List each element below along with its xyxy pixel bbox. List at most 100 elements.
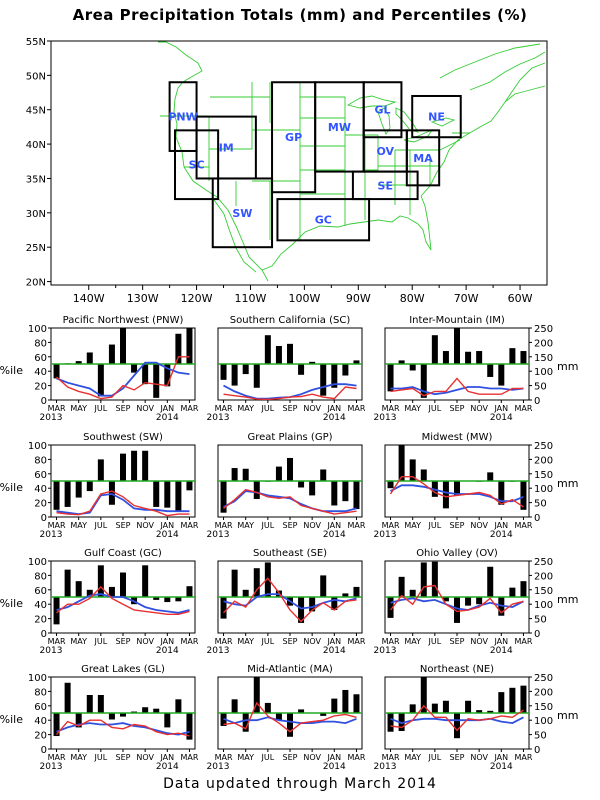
lon-tick-label: 110W [235,292,267,305]
pct-tick-label: 40 [34,716,47,727]
region-label-sw: SW [232,207,252,220]
region-panels: Pacific Northwest (PNW) MAR MAY JUL SEP NOV JA… [0,315,578,772]
normal-mm-line [223,490,357,513]
mm-tick-label: 200 [534,338,553,349]
month-tick-label: JUL [261,404,275,413]
percentile-bar [53,713,60,737]
month-tick-label: MAR [180,753,198,762]
year-mid-label: 2014 [490,762,513,772]
month-tick-label: MAY [70,637,87,646]
year-mid-label: 2014 [156,646,179,656]
month-tick-label: MAY [70,753,87,762]
lat-tick-label: 35N [26,174,46,185]
month-tick-label: JUL [261,753,275,762]
percentile-bar [442,351,449,364]
region-box-gc [276,198,371,242]
percentile-bar [309,481,316,496]
month-tick-label: NOV [470,404,488,413]
percentile-bar [342,593,349,597]
month-tick-label: JAN [159,637,174,646]
month-tick-label: JUL [428,753,442,762]
year-start-label: 2013 [207,646,230,656]
region-box-gl [362,81,403,139]
percentile-bar [186,586,193,597]
month-tick-label: SEP [116,637,131,646]
mm-tick-label: 100 [534,600,553,611]
percentile-bar [498,364,505,386]
percentile-bar [309,361,316,364]
pct-tick-label: 100 [28,441,47,452]
percentile-bar [465,597,472,606]
mm-axis-label: mm [557,593,578,606]
panel-title: Southern California (SC) [230,315,351,326]
lon-tick-label: 90W [346,292,371,305]
percentile-bar [175,699,182,713]
month-tick-label: MAY [237,753,254,762]
map-axis-ticks: 140W 130W 120W 110W 100W 90W 80W 70W 60W 55N 50N 45… [26,37,533,305]
total-mm-line [390,704,524,732]
month-tick-label: NOV [470,637,488,646]
percentile-bar [353,586,360,597]
month-tick-label: SEP [116,521,131,530]
panel-pacific-northwest-pnw: Pacific Northwest (PNW) MAR MAY JUL SEP NOV JA… [0,315,199,423]
pct-tick-label: 80 [34,571,47,582]
year-start-label: 2013 [207,762,230,772]
year-start-label: 2013 [374,530,397,540]
lon-tick-label: 120W [181,292,213,305]
percentile-bar [331,481,338,506]
percentile-bar [287,343,293,364]
region-label-mw: MW [328,121,351,134]
percentile-bar [409,704,416,713]
panel-title: Mid-Atlantic (MA) [247,664,333,675]
mm-axis-label: mm [557,360,578,373]
month-tick-label: MAY [70,404,87,413]
normal-mm-line [390,386,524,396]
percentile-bar [142,364,149,385]
month-tick-label: NOV [303,753,321,762]
month-tick-label: MAY [404,404,421,413]
percentile-bar [353,694,360,713]
month-tick-label: JAN [493,637,508,646]
percentile-bar [476,351,483,364]
percentile-bar [454,597,460,623]
mm-tick-label: 150 [534,470,553,481]
percentile-bar [398,360,405,364]
lon-tick-label: 130W [127,292,159,305]
percentile-bar [153,481,160,507]
percentile-bar [231,699,238,713]
panel-mid-atlantic-ma: Mid-Atlantic (MA)MAR MAY JUL SEP NOV JAN MAR20… [207,664,366,772]
percentile-bar [287,713,293,737]
month-tick-label: NOV [136,521,154,530]
pct-tick-label: 80 [34,455,47,466]
percentile-bar [153,364,160,398]
panel-title: Northeast (NE) [420,664,494,675]
region-box-se [351,170,419,201]
mm-tick-label: 100 [534,484,553,495]
percentile-bar [465,351,472,364]
region-label-se: SE [378,179,393,192]
percentile-bar [298,364,305,375]
percentile-bar [186,481,193,491]
percentile-bar [442,481,449,509]
pct-tick-label: 100 [28,557,47,568]
percentile-bar [398,713,405,731]
percentile-bar [97,364,104,397]
pct-tick-label: 100 [28,324,47,335]
year-start-label: 2013 [207,530,230,540]
month-tick-label: SEP [450,521,465,530]
percentile-bar [487,472,494,481]
percentile-bar [108,713,115,720]
percentile-bar [220,364,227,380]
mm-tick-label: 250 [534,673,553,684]
month-tick-label: MAR [382,521,400,530]
total-mm-line [56,490,190,517]
percentile-bar [309,597,316,612]
mm-tick-label: 0 [534,745,540,756]
mm-tick-label: 50 [534,615,547,626]
month-tick-label: SEP [450,637,465,646]
pct-tick-label: 60 [34,353,47,364]
month-tick-label: JUL [261,521,275,530]
percentile-bar [275,713,282,721]
percentile-bar [431,335,438,364]
